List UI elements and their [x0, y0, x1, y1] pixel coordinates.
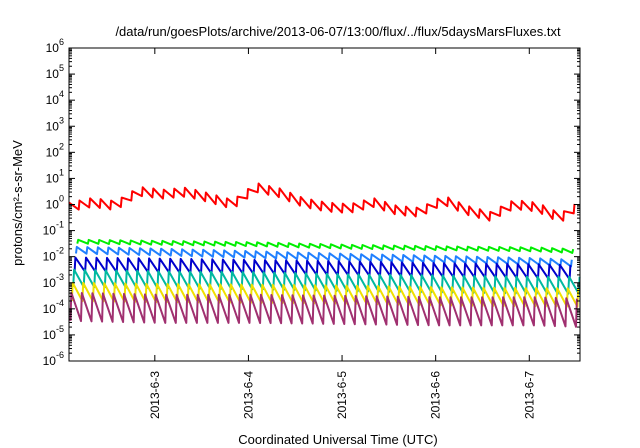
x-tick-label: 2013-6-6 — [429, 371, 443, 419]
chart-title: /data/run/goesPlots/archive/2013-06-07/1… — [115, 24, 561, 39]
axes-layer: 10-6 10-5 10-4 10-3 10-2 10-1 100 101 102 103 104 1… — [43, 37, 580, 419]
series-line — [68, 182, 576, 222]
series-line — [75, 245, 573, 268]
x-tick-label: 2013-6-4 — [241, 371, 255, 419]
series-line — [69, 291, 578, 328]
y-tick-label: 10-2 — [43, 246, 64, 264]
x-axis-title: Coordinated Universal Time (UTC) — [238, 432, 437, 447]
y-tick-label: 101 — [46, 167, 64, 185]
x-tick-label: 2013-6-5 — [335, 371, 349, 419]
y-tick-label: 10-6 — [43, 350, 64, 368]
y-tick-label: 10-3 — [43, 272, 64, 290]
y-tick-label: 105 — [46, 63, 64, 81]
y-tick-label: 103 — [46, 115, 64, 133]
y-axis-title: protons/cm²-s-sr-MeV — [10, 140, 25, 266]
x-tick-label: 2013-6-7 — [522, 371, 536, 419]
y-tick-label: 10-5 — [43, 324, 64, 342]
y-tick-label: 102 — [46, 141, 64, 159]
x-tick-label: 2013-6-3 — [148, 371, 162, 419]
series-layer — [68, 182, 581, 328]
series-line — [73, 256, 572, 281]
y-tick-label: 106 — [46, 37, 64, 55]
y-tick-label: 10-4 — [43, 298, 64, 316]
series-line — [76, 238, 575, 254]
y-tick-label: 100 — [46, 194, 64, 212]
y-tick-label: 104 — [46, 89, 64, 107]
y-tick-label: 10-1 — [43, 220, 64, 238]
